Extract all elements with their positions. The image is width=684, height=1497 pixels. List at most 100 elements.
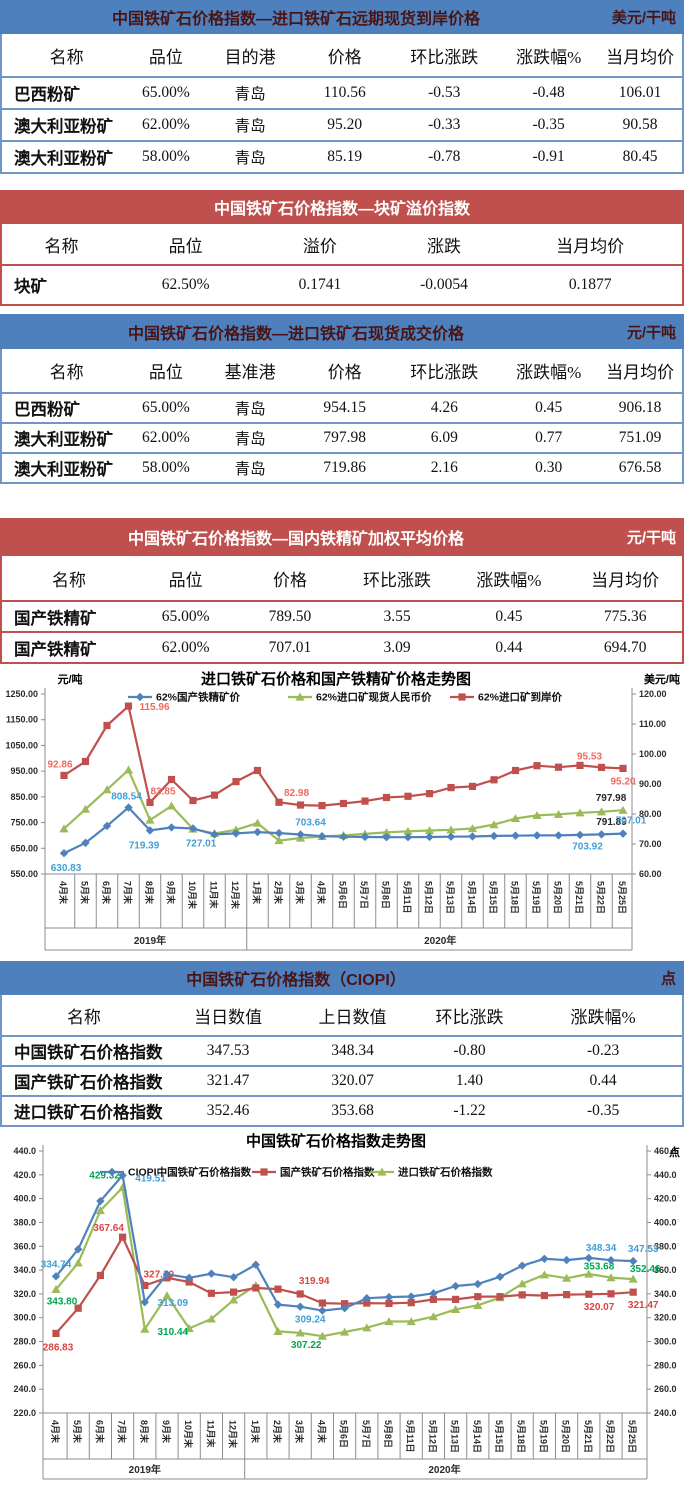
table-cell: 进口铁矿石价格指数 [14,1103,163,1122]
table-cell: 58.00% [141,459,190,476]
svg-text:850.00: 850.00 [10,792,38,802]
data-point-label: 419.51 [135,1173,166,1184]
table-header-band: 中国铁矿石价格指数—块矿溢价指数 [0,190,684,224]
column-header: 环比涨跌 [435,1007,504,1027]
table-cell: -0.48 [532,84,565,101]
table-lump-premium-index: 中国铁矿石价格指数—块矿溢价指数 名称 品位 溢价 涨跌 当月均价 块矿 62.50% 0.17… [0,190,684,306]
table-cell: 国产铁矿石价格指数 [14,1073,163,1092]
column-header: 名称 [44,236,79,256]
x-axis-category-label: 2月末 [272,1420,283,1444]
data-point-label: 82.98 [284,788,309,799]
column-header: 品位 [168,570,203,590]
legend-label: 国产铁矿石价格指数 [280,1166,375,1179]
table-body: 名称 品位 价格 环比涨跌 涨跌幅% 当月均价 国产铁精矿 65.00% 789.50 3.55 0… [0,556,684,664]
x-axis-category-label: 5月11日 [405,1420,415,1453]
x-axis-year-label: 2019年 [134,934,166,947]
table-cell: 751.09 [618,429,662,446]
x-axis-year-label: 2020年 [424,934,456,947]
x-axis-category-label: 5月19日 [531,881,541,914]
chart-import-vs-domestic-price-trend: 进口铁矿石价格和国产铁精矿价格走势图 元/吨 美元/吨 550.00 650.00 750… [0,666,684,961]
data-point-label: 348.34 [586,1243,617,1254]
table-unit: 元/干吨 [626,324,676,341]
data-point-label: 429.32 [89,1171,120,1182]
x-axis-category-label: 7月末 [117,1420,128,1444]
legend-item: 62%国产铁精矿价 [128,691,241,704]
x-axis-category-label: 5月21日 [574,881,584,914]
column-header: 涨跌幅% [516,363,582,382]
table-cell: -0.53 [428,84,461,101]
data-point-label: 352.46 [630,1264,661,1275]
svg-text:320.0: 320.0 [13,1289,36,1299]
chart-title: 进口铁矿石价格和国产铁精矿价格走势图 [201,670,471,688]
data-point-label: 320.07 [584,1302,615,1313]
legend-item: 62%进口矿现货人民币价 [288,691,432,704]
column-header: 品位 [148,363,183,382]
column-header: 目的港 [224,47,276,67]
table-cell: -0.33 [428,116,461,133]
table-header-band: 中国铁矿石价格指数—国内铁精矿加权平均价格 元/干吨 [0,518,684,556]
x-axis-category-label: 5月22日 [605,1420,615,1453]
table-row: 中国铁矿石价格指数 347.53 348.34 -0.80 -0.23 [2,1035,682,1065]
table-cell: 澳大利亚粉矿 [14,117,113,136]
table-column-header-row: 名称 品位 溢价 涨跌 当月均价 [2,224,682,264]
legend-label: 62%进口矿现货人民币价 [316,691,432,704]
table-cell: 4.26 [430,399,458,416]
table-column-header-row: 名称 品位 基准港 价格 环比涨跌 涨跌幅% 当月均价 [2,349,682,392]
column-header: 基准港 [224,363,276,382]
table-cell: 2.16 [430,459,458,476]
table-row: 巴西粉矿 65.00% 青岛 110.56 -0.53 -0.48 106.01 [2,76,682,108]
series-国产铁矿石价格指数: 286.83 367.64 327.10 319.94 320.07 321.47 [43,1223,659,1353]
data-point-label: 286.83 [43,1342,74,1353]
x-axis-category-label: 5月6日 [338,881,348,909]
chart-title: 中国铁矿石价格指数走势图 [246,1132,426,1150]
svg-text:260.0: 260.0 [654,1384,677,1394]
x-axis-category-label: 10月末 [183,1420,194,1449]
table-cell: -0.91 [532,148,565,165]
table-cell: 797.98 [323,429,366,446]
table-cell: 954.15 [323,399,366,416]
table-cell: 青岛 [234,431,266,448]
x-axis-category-label: 4月末 [58,881,69,905]
x-axis-category-label: 8月末 [144,881,155,905]
table-cell: 789.50 [268,607,312,625]
table-cell: 775.36 [603,607,647,625]
x-axis-category-label: 5月6日 [339,1420,349,1448]
x-axis-category-label: 11月末 [205,1420,216,1449]
table-cell: 澳大利亚粉矿 [14,460,113,479]
table-cell: 353.68 [331,1102,374,1119]
table-unit: 美元/干吨 [611,9,676,27]
table-title: 中国铁矿石价格指数—进口铁矿石现货成交价格 [127,325,464,343]
table-cell: 85.19 [327,148,363,165]
table-cell: 906.18 [618,399,662,416]
svg-text:300.0: 300.0 [13,1313,36,1323]
data-point-label: 115.96 [139,702,169,713]
table-cell: 719.86 [323,459,366,476]
svg-text:420.0: 420.0 [654,1194,677,1204]
svg-text:420.0: 420.0 [13,1170,36,1180]
table-cell: 块矿 [14,277,47,296]
data-point-label: 727.01 [186,838,217,849]
table-title: 中国铁矿石价格指数—块矿溢价指数 [213,201,470,218]
x-axis-category-label: 5月7日 [361,1420,371,1448]
table-column-header-row: 名称 当日数值 上日数值 环比涨跌 涨跌幅% [2,995,682,1035]
x-axis-category-label: 5月8日 [383,1420,393,1448]
x-axis-category-label: 9月末 [166,881,177,905]
table-header-band: 中国铁矿石价格指数（CIOPI） 点 [0,961,684,995]
table-cell: 0.1741 [298,276,342,293]
data-point-label: 808.54 [111,792,142,803]
x-axis-category-label: 5月22日 [596,881,606,914]
table-body: 名称 品位 目的港 价格 环比涨跌 涨跌幅% 当月均价 巴西粉矿 65.00% 青岛 110.56 -… [0,34,684,174]
svg-text:360.0: 360.0 [13,1241,36,1251]
data-point-label: 791.89 [596,817,627,828]
table-title: 中国铁矿石价格指数（CIOPI） [186,972,406,989]
table-cell: 65.00% [161,607,210,625]
table-row: 国产铁精矿 65.00% 789.50 3.55 0.45 775.36 [2,600,682,631]
svg-text:380.0: 380.0 [654,1241,677,1251]
data-point-label: 319.94 [299,1276,330,1287]
svg-text:60.00: 60.00 [639,869,662,879]
svg-text:120.00: 120.00 [639,689,667,699]
column-header: 品位 [168,236,203,256]
column-header: 名称 [49,363,84,382]
svg-text:460.0: 460.0 [654,1146,677,1156]
